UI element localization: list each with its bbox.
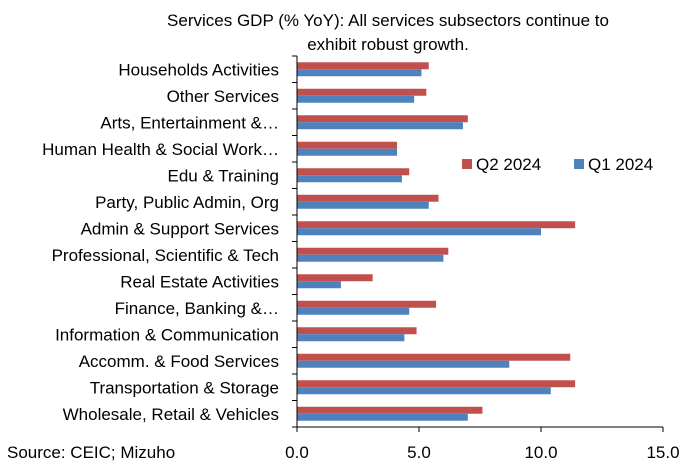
bar-q2-12 bbox=[297, 380, 576, 388]
category-labels: Households Activities Other Services Arts,… bbox=[42, 60, 279, 424]
bar-q1-13 bbox=[297, 413, 468, 421]
category-label: Real Estate Activities bbox=[120, 272, 279, 291]
bar-q2-1 bbox=[297, 88, 427, 96]
bar-q1-8 bbox=[297, 281, 341, 289]
legend-swatch-q2-2024 bbox=[462, 159, 472, 169]
legend-swatch-q1-2024 bbox=[574, 159, 584, 169]
category-label: Wholesale, Retail & Vehicles bbox=[63, 405, 279, 424]
legend-label-q2-2024: Q2 2024 bbox=[476, 155, 541, 174]
category-label: Other Services bbox=[167, 87, 279, 106]
x-tick-label: 10.0 bbox=[524, 443, 557, 462]
category-label: Edu & Training bbox=[167, 166, 279, 185]
bar-q1-1 bbox=[297, 95, 415, 103]
x-tick-label: 5.0 bbox=[407, 443, 431, 462]
category-label: Finance, Banking &… bbox=[115, 299, 279, 318]
bar-q1-5 bbox=[297, 201, 429, 209]
bar-q2-11 bbox=[297, 353, 571, 361]
bar-q1-7 bbox=[297, 254, 444, 262]
bar-q1-4 bbox=[297, 175, 402, 183]
bar-q1-0 bbox=[297, 69, 422, 77]
category-label: Arts, Entertainment &… bbox=[100, 113, 279, 132]
category-label: Accomm. & Food Services bbox=[79, 352, 279, 371]
bar-q2-7 bbox=[297, 247, 449, 255]
bar-q2-9 bbox=[297, 300, 437, 308]
bar-q1-2 bbox=[297, 122, 463, 130]
category-label: Professional, Scientific & Tech bbox=[52, 246, 279, 265]
y-axis-ticks bbox=[292, 55, 297, 428]
legend: Q2 2024 Q1 2024 bbox=[462, 155, 653, 174]
x-tick-label: 15.0 bbox=[646, 443, 679, 462]
bar-q2-4 bbox=[297, 168, 410, 176]
category-label: Admin & Support Services bbox=[81, 219, 279, 238]
bar-q1-6 bbox=[297, 228, 541, 236]
x-axis-ticks: 0.0 5.0 10.0 15.0 bbox=[285, 427, 680, 462]
bar-q2-2 bbox=[297, 115, 468, 123]
bar-q2-10 bbox=[297, 327, 417, 335]
bar-q1-11 bbox=[297, 360, 510, 368]
bar-q1-10 bbox=[297, 334, 405, 342]
category-label: Human Health & Social Work… bbox=[42, 140, 279, 159]
category-label: Party, Public Admin, Org bbox=[95, 193, 279, 212]
x-tick-label: 0.0 bbox=[285, 443, 309, 462]
bar-q2-8 bbox=[297, 274, 373, 282]
source-note: Source: CEIC; Mizuho bbox=[7, 443, 175, 462]
bar-q1-3 bbox=[297, 148, 398, 156]
bar-q2-3 bbox=[297, 141, 398, 149]
bar-q2-13 bbox=[297, 406, 483, 414]
bar-q2-0 bbox=[297, 62, 429, 70]
category-label: Information & Communication bbox=[55, 325, 279, 344]
chart-title-line-2: exhibit robust growth. bbox=[307, 35, 469, 54]
bars-layer bbox=[297, 62, 576, 421]
bar-q2-5 bbox=[297, 194, 439, 202]
bar-q1-12 bbox=[297, 387, 551, 395]
bar-q1-9 bbox=[297, 307, 410, 315]
category-label: Transportation & Storage bbox=[90, 378, 279, 397]
bar-q2-6 bbox=[297, 221, 576, 229]
chart-title-line-1: Services GDP (% YoY): All services subse… bbox=[167, 11, 609, 30]
category-label: Households Activities bbox=[118, 60, 279, 79]
legend-label-q1-2024: Q1 2024 bbox=[588, 155, 653, 174]
